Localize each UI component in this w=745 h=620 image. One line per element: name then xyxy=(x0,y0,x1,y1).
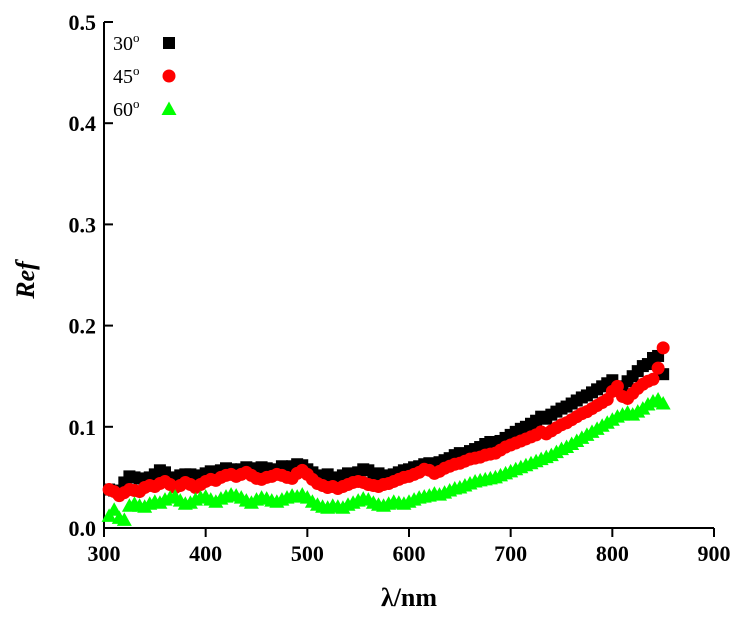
data-point xyxy=(610,379,624,393)
data-point xyxy=(646,372,660,386)
series-60-points xyxy=(101,391,671,526)
series-45-points xyxy=(102,341,670,503)
x-tick-label: 600 xyxy=(393,541,426,566)
data-point xyxy=(655,396,671,410)
legend: 30o 45o 60o xyxy=(113,30,177,121)
x-tick-label: 400 xyxy=(189,541,222,566)
y-tick-label: 0.1 xyxy=(69,415,97,440)
data-point xyxy=(651,361,665,375)
legend-marker xyxy=(163,37,175,49)
x-tick-label: 700 xyxy=(494,541,527,566)
y-tick-label: 0.5 xyxy=(69,10,97,35)
data-point xyxy=(116,512,132,526)
x-tick-label: 300 xyxy=(88,541,121,566)
y-axis-title: Ref xyxy=(11,259,40,300)
legend-entry-label: 60o xyxy=(113,96,140,121)
x-tick-label: 500 xyxy=(291,541,324,566)
y-axis-ticks: 0.0 0.1 0.2 0.3 0.4 0.5 xyxy=(69,10,113,541)
data-point xyxy=(656,341,670,355)
plot-area xyxy=(101,22,714,529)
series-30-points xyxy=(103,349,670,499)
legend-entry-label: 45o xyxy=(113,63,140,88)
series-layer xyxy=(101,341,671,526)
data-point xyxy=(106,502,122,516)
x-tick-label: 800 xyxy=(596,541,629,566)
y-tick-label: 0.3 xyxy=(69,212,97,237)
x-tick-label: 900 xyxy=(698,541,731,566)
y-tick-label: 0.4 xyxy=(69,111,97,136)
legend-marker xyxy=(162,69,176,83)
x-axis-ticks: 300 400 500 600 700 800 900 xyxy=(88,528,731,566)
x-axis-title: λ/nm xyxy=(381,583,437,612)
y-tick-label: 0.0 xyxy=(69,516,97,541)
y-tick-label: 0.2 xyxy=(69,314,97,339)
legend-marker xyxy=(161,101,177,115)
legend-entry-label: 30o xyxy=(113,30,140,55)
